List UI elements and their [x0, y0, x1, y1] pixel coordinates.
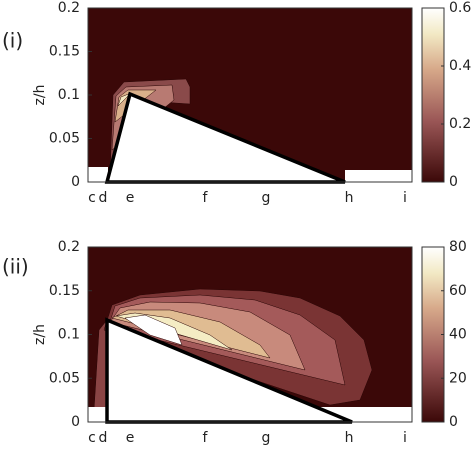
x-tick-label: f — [203, 190, 209, 206]
colorbar-tick-label: 20 — [449, 370, 467, 386]
colorbar-tick-label: 0.6 — [449, 0, 471, 16]
x-tick-label: c — [88, 430, 96, 446]
colorbar-tick-label: 0 — [449, 414, 458, 430]
colorbar-tick-label: 0.4 — [449, 58, 471, 74]
y-tick-label: 0.2 — [58, 239, 80, 255]
colorbar-tick-label: 40 — [449, 327, 467, 343]
x-tick-label: e — [126, 190, 135, 206]
y-axis-label: z/h — [32, 85, 48, 106]
x-tick-label: c — [88, 190, 96, 206]
x-tick-label: h — [345, 190, 354, 206]
y-tick-label: 0.1 — [58, 87, 80, 103]
y-tick-label: 0.2 — [58, 0, 80, 16]
y-tick-label: 0.05 — [49, 131, 80, 147]
x-tick-label: g — [262, 430, 271, 446]
y-tick-label: 0 — [71, 414, 80, 430]
y-tick-label: 0.1 — [58, 327, 80, 343]
x-tick-label: f — [203, 430, 209, 446]
x-tick-label: i — [403, 430, 407, 446]
x-tick-label: e — [126, 430, 135, 446]
panel-label: (i) — [2, 29, 23, 53]
colorbar-tick-label: 60 — [449, 283, 467, 299]
x-tick-label: i — [403, 190, 407, 206]
x-tick-label: h — [345, 430, 354, 446]
panel-label: (ii) — [2, 255, 29, 279]
x-tick-label: g — [262, 190, 271, 206]
colorbar — [421, 7, 445, 183]
colorbar-tick-label: 0.2 — [449, 116, 471, 132]
contour-region — [124, 314, 183, 346]
colorbar-tick-label: 0 — [449, 174, 458, 190]
ground-strip — [345, 170, 412, 182]
y-axis-label: z/h — [32, 324, 48, 345]
y-tick-label: 0.15 — [49, 283, 80, 299]
ground-strip — [88, 167, 108, 182]
y-tick-label: 0.05 — [49, 370, 80, 386]
y-tick-label: 0 — [71, 174, 80, 190]
colorbar — [421, 246, 445, 423]
colorbar-tick-label: 80 — [449, 239, 467, 255]
x-tick-label: d — [99, 430, 108, 446]
x-tick-label: d — [99, 190, 108, 206]
y-tick-label: 0.15 — [49, 44, 80, 60]
